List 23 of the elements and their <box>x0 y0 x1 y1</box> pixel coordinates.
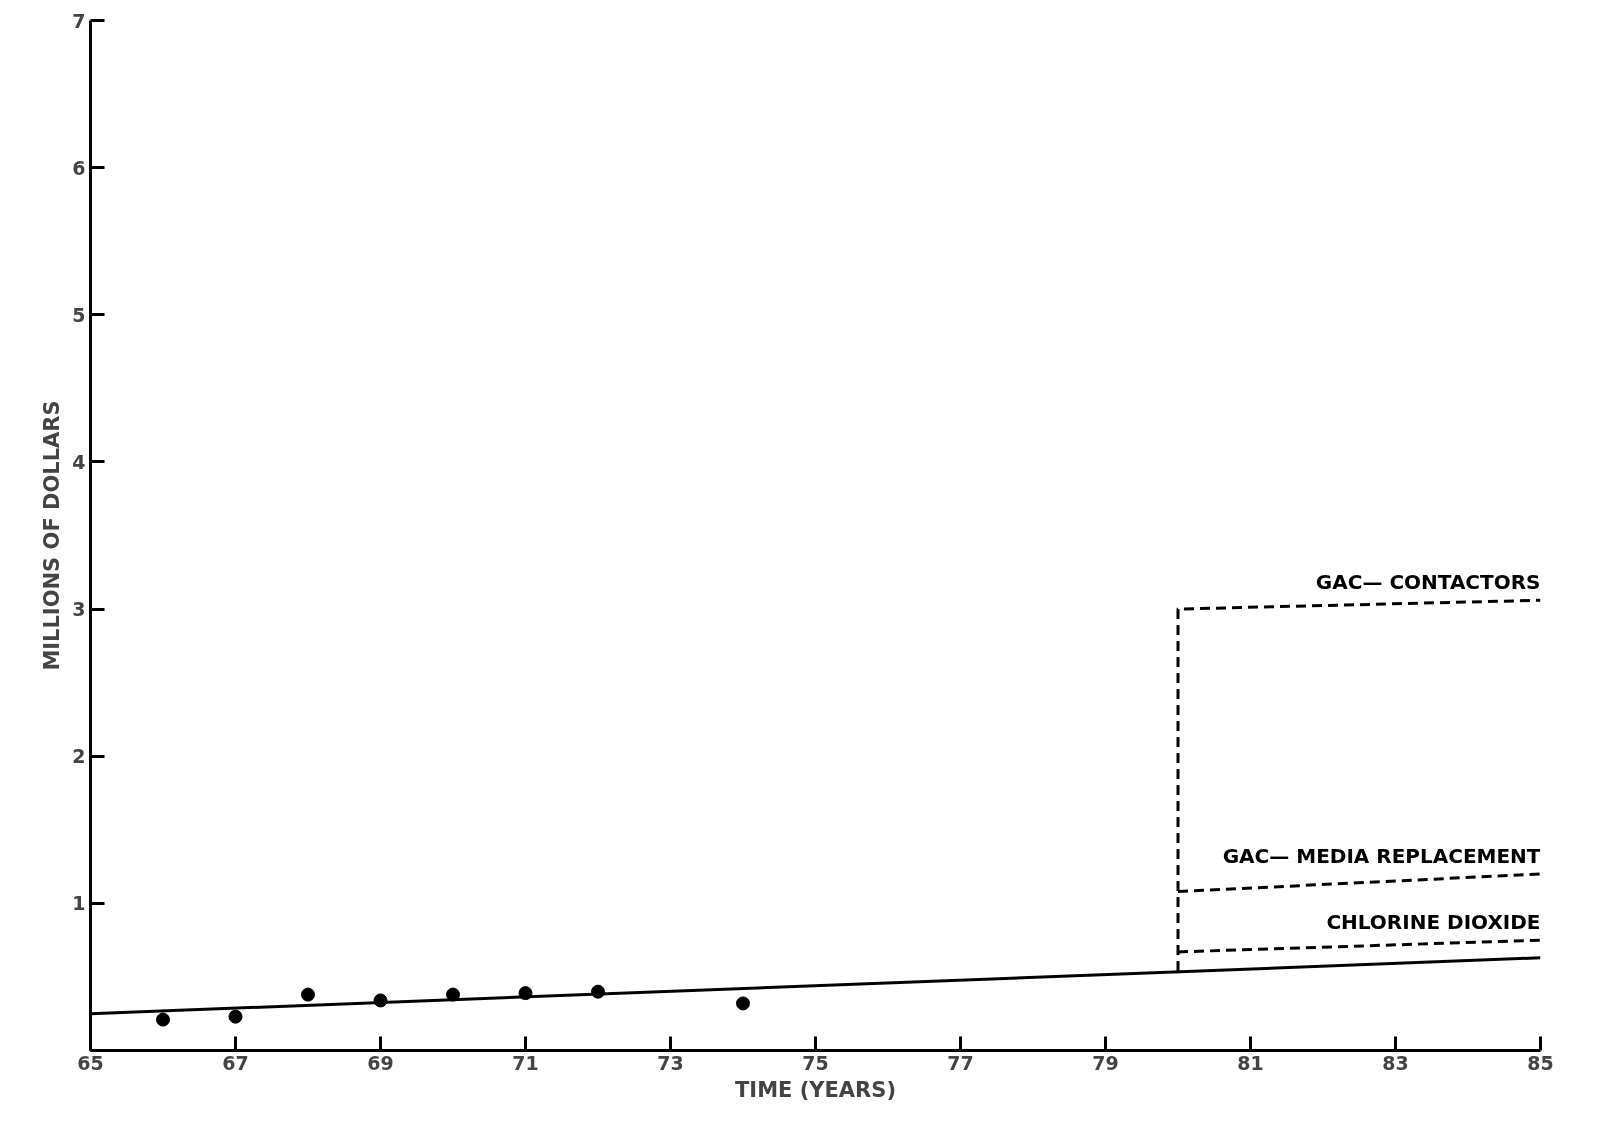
x-tick-label: 65 <box>77 1051 104 1074</box>
y-tick-label: 1 <box>72 892 86 915</box>
series-label: GAC— MEDIA REPLACEMENT <box>1222 844 1541 869</box>
x-tick-label: 83 <box>1382 1051 1409 1074</box>
x-tick-label: 77 <box>947 1051 974 1074</box>
y-tick-label: 3 <box>72 598 86 621</box>
series-label: CHLORINE DIOXIDE <box>1326 910 1541 935</box>
x-tick-label: 73 <box>657 1051 684 1074</box>
x-tick-label: 71 <box>512 1051 539 1074</box>
y-tick-label: 7 <box>72 9 86 32</box>
x-tick-label: 69 <box>367 1051 394 1074</box>
y-tick-label: 4 <box>72 450 86 473</box>
series-label: GAC— CONTACTORS <box>1315 570 1541 595</box>
y-tick-label: 6 <box>72 156 86 179</box>
x-axis-title: TIME (YEARS) <box>735 1077 897 1102</box>
y-tick-label: 2 <box>72 745 86 768</box>
y-tick-label: 5 <box>72 303 86 326</box>
x-tick-label: 79 <box>1092 1051 1119 1074</box>
y-axis-title: MILLIONS OF DOLLARS <box>40 400 65 671</box>
x-tick-label: 75 <box>802 1051 829 1074</box>
x-tick-label: 81 <box>1237 1051 1264 1074</box>
x-tick-label: 67 <box>222 1051 249 1074</box>
x-tick-label: 85 <box>1527 1051 1554 1074</box>
